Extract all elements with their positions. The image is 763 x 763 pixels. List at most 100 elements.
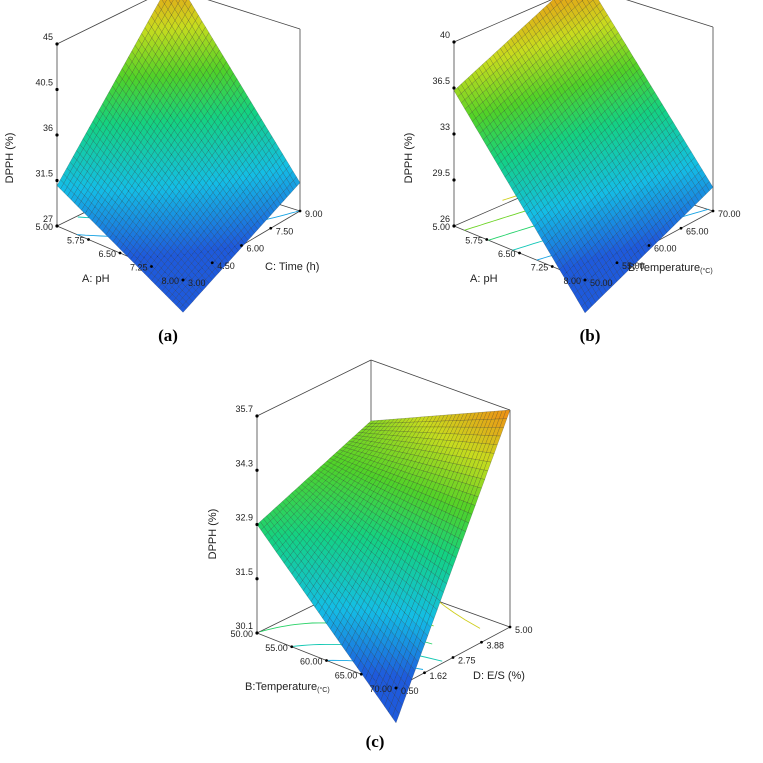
y-tick-mark bbox=[679, 226, 683, 230]
x-tick-label: 6.50 bbox=[98, 249, 116, 259]
z-tick-mark bbox=[452, 132, 456, 136]
y-tick-label: 65.00 bbox=[686, 226, 709, 236]
x-tick-mark bbox=[150, 265, 153, 268]
z-tick-label: 40.5 bbox=[35, 78, 53, 88]
y-tick-mark bbox=[615, 261, 619, 265]
y-tick-label: 3.88 bbox=[487, 640, 505, 650]
z-tick-label: 31.5 bbox=[235, 567, 253, 577]
y-tick-label: 50.00 bbox=[590, 278, 613, 288]
surface-cell bbox=[570, 0, 574, 2]
x-tick-mark bbox=[518, 251, 521, 255]
y-tick-mark bbox=[298, 209, 302, 213]
x-tick-mark bbox=[290, 645, 294, 649]
z-axis-title: DPPH (%) bbox=[207, 509, 219, 560]
y-tick-mark bbox=[647, 244, 651, 247]
y-tick-label: 2.75 bbox=[458, 656, 476, 666]
surface-cell bbox=[179, 305, 187, 313]
y-axis-unit: (°C) bbox=[700, 267, 713, 275]
box-edge bbox=[256, 359, 372, 417]
x-tick-mark bbox=[255, 631, 259, 635]
x-tick-label: 7.25 bbox=[531, 263, 549, 273]
x-tick-label: 5.00 bbox=[35, 222, 53, 232]
z-tick-label: 32.9 bbox=[235, 513, 253, 523]
x-tick-mark bbox=[485, 238, 489, 241]
box-edge bbox=[56, 0, 148, 45]
floor-contour bbox=[433, 596, 481, 629]
y-tick-mark bbox=[181, 278, 185, 282]
z-axis-title: DPPH (%) bbox=[403, 133, 415, 184]
panel-c-chart: 30.1 31.5 32.9 34.3 35.7 50.00 55.00 60.00 65.00… bbox=[207, 359, 533, 724]
z-axis-title: DPPH (%) bbox=[4, 133, 16, 184]
surface-cell bbox=[559, 0, 563, 3]
x-axis-unit: (°C) bbox=[317, 686, 330, 694]
panel-a-caption: (a) bbox=[158, 326, 178, 345]
surface-cell bbox=[391, 708, 400, 724]
x-tick-label: 7.25 bbox=[130, 263, 148, 273]
y-tick-mark bbox=[451, 656, 455, 659]
x-axis-title: A: pH bbox=[470, 273, 498, 285]
surface-cell bbox=[581, 302, 589, 314]
y-tick-mark bbox=[423, 671, 426, 675]
x-tick-label: 5.75 bbox=[67, 236, 85, 246]
y-tick-label: 55.00 bbox=[622, 261, 645, 271]
z-tick-label: 36.5 bbox=[432, 76, 450, 86]
z-tick-mark bbox=[452, 86, 456, 90]
y-tick-label: 9.00 bbox=[305, 209, 323, 219]
y-axis-title: C: Time (h) bbox=[265, 261, 319, 273]
x-tick-mark bbox=[452, 224, 456, 228]
z-tick-label: 29.5 bbox=[432, 168, 450, 178]
z-tick-label: 27 bbox=[43, 214, 53, 224]
y-tick-label: 4.50 bbox=[217, 261, 235, 271]
x-tick-mark bbox=[550, 265, 554, 268]
x-tick-mark bbox=[359, 672, 363, 676]
z-tick-mark bbox=[55, 178, 59, 183]
y-tick-mark bbox=[240, 244, 243, 247]
y-tick-mark bbox=[269, 226, 273, 230]
y-tick-label: 5.00 bbox=[515, 625, 533, 635]
y-tick-label: 60.00 bbox=[654, 244, 677, 254]
x-tick-label: 60.00 bbox=[300, 657, 323, 667]
z-tick-label: 33 bbox=[440, 122, 450, 132]
y-axis-title: D: E/S (%) bbox=[473, 670, 525, 682]
z-tick-label: 45 bbox=[43, 32, 53, 42]
box-edge bbox=[370, 359, 511, 411]
z-tick-mark bbox=[452, 178, 456, 182]
x-tick-label: 6.50 bbox=[498, 249, 516, 259]
y-tick-mark bbox=[394, 686, 398, 690]
x-axis-title: B:Temperature(°C) bbox=[245, 681, 330, 694]
x-tick-label: 65.00 bbox=[335, 670, 358, 680]
x-tick-label: 50.00 bbox=[230, 629, 253, 639]
z-tick-label: 40 bbox=[440, 30, 450, 40]
y-tick-label: 3.00 bbox=[188, 278, 206, 288]
z-tick-label: 34.3 bbox=[235, 458, 253, 468]
y-tick-mark bbox=[508, 625, 512, 629]
x-tick-label: 8.00 bbox=[161, 276, 179, 286]
y-tick-mark bbox=[711, 209, 715, 213]
x-axis-title: A: pH bbox=[82, 273, 110, 285]
z-tick-mark bbox=[55, 133, 59, 137]
x-tick-label: 55.00 bbox=[265, 643, 288, 653]
panel-a-chart: 27 31.5 36 40.5 45 5.00 5.75 6.50 7.25 8.00 3.00 4.… bbox=[4, 0, 323, 313]
y-axis-title: B:Temperature(°C) bbox=[628, 262, 713, 275]
y-tick-mark bbox=[210, 261, 214, 265]
surface-mesh bbox=[453, 0, 714, 314]
surface-mesh bbox=[56, 0, 301, 313]
z-tick-label: 26 bbox=[440, 214, 450, 224]
x-tick-label: 8.00 bbox=[563, 276, 581, 286]
y-tick-label: 0.50 bbox=[401, 686, 419, 696]
y-tick-mark bbox=[583, 278, 587, 282]
panel-b-caption: (b) bbox=[579, 326, 601, 345]
z-tick-label: 36 bbox=[43, 123, 53, 133]
z-tick-mark bbox=[452, 40, 456, 44]
x-tick-label: 70.00 bbox=[369, 684, 392, 694]
y-tick-label: 7.50 bbox=[276, 226, 294, 236]
x-tick-mark bbox=[325, 659, 328, 662]
x-tick-mark bbox=[87, 238, 90, 241]
x-tick-label: 5.75 bbox=[465, 236, 483, 246]
z-tick-mark bbox=[255, 522, 259, 527]
y-tick-mark bbox=[480, 640, 483, 644]
box-edge bbox=[453, 0, 552, 43]
surface-mesh bbox=[256, 409, 511, 724]
x-tick-mark bbox=[118, 251, 122, 255]
x-tick-mark bbox=[55, 224, 59, 228]
